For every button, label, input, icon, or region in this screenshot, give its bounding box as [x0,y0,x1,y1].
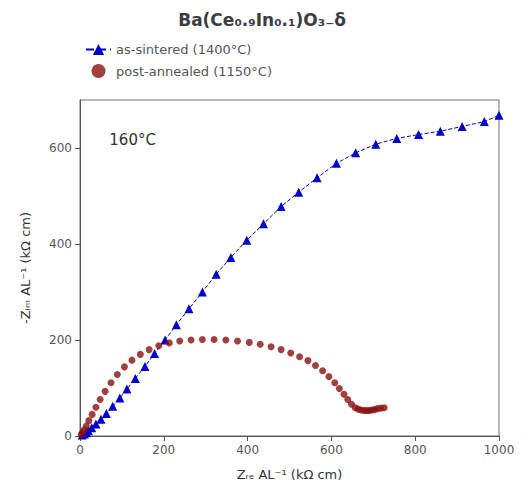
svg-text:400: 400 [236,443,259,457]
svg-text:600: 600 [320,443,343,457]
svg-text:-Zᵢₘ AL⁻¹ (kΩ cm): -Zᵢₘ AL⁻¹ (kΩ cm) [18,212,33,324]
svg-text:Ba(Ce₀.₉In₀.₁)O₃₋δ: Ba(Ce₀.₉In₀.₁)O₃₋δ [178,10,346,30]
svg-text:as-sintered (1400°C): as-sintered (1400°C) [116,42,251,57]
svg-text:160°C: 160°C [109,131,156,149]
svg-text:400: 400 [49,237,72,251]
svg-text:0: 0 [64,429,72,443]
svg-text:600: 600 [49,141,72,155]
svg-text:800: 800 [404,443,427,457]
svg-text:0: 0 [76,443,84,457]
svg-text:1000: 1000 [484,443,515,457]
svg-text:post-annealed (1150°C): post-annealed (1150°C) [116,64,272,79]
svg-text:200: 200 [152,443,175,457]
svg-text:200: 200 [49,333,72,347]
svg-text:Zᵣₑ AL⁻¹ (kΩ cm): Zᵣₑ AL⁻¹ (kΩ cm) [237,467,343,482]
